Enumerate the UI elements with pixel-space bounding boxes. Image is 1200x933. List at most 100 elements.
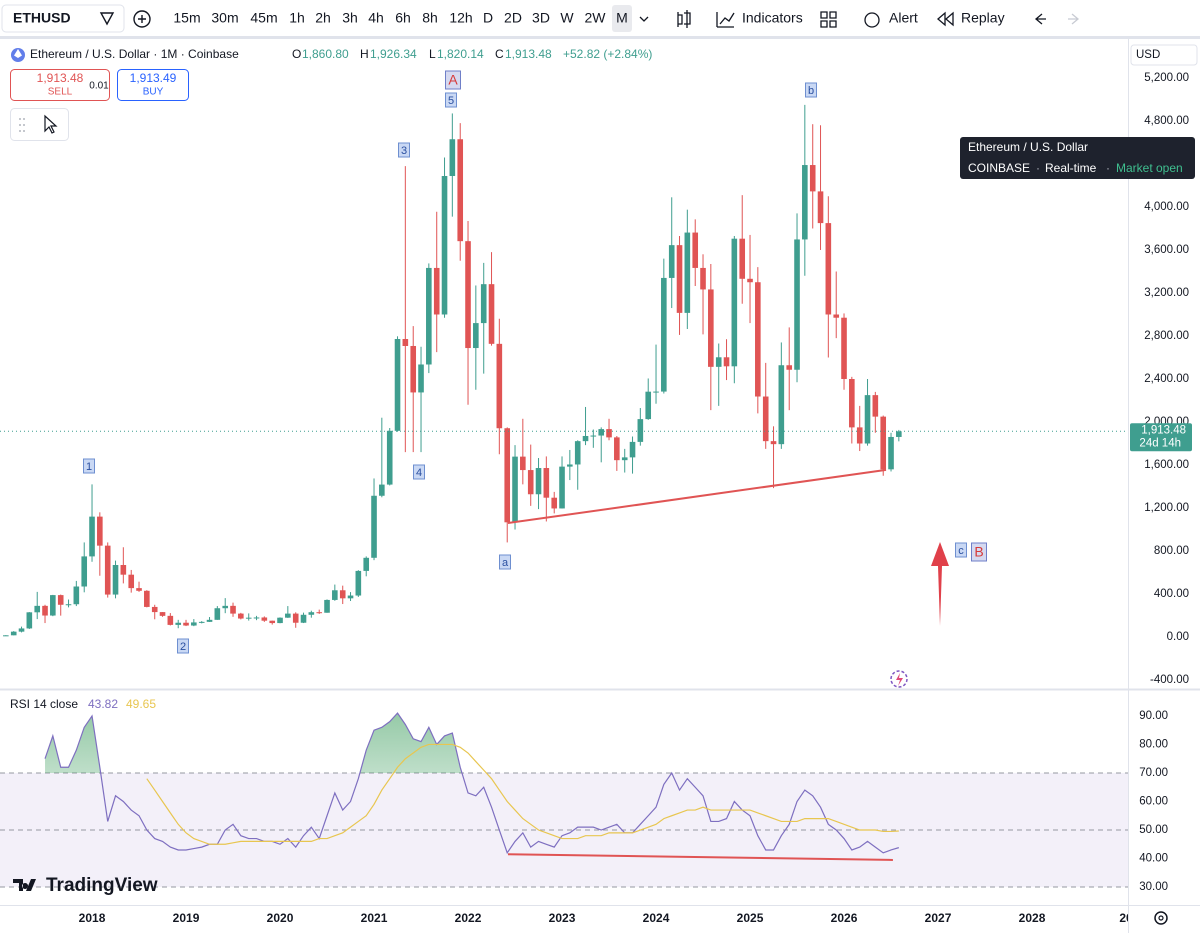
candle-body (614, 437, 620, 461)
legend-o-label: O (292, 47, 301, 61)
candle-body (629, 441, 636, 458)
candle-body (89, 516, 95, 557)
candle-body (856, 427, 863, 444)
drawing-toolbar (10, 108, 69, 141)
currency-box[interactable] (1130, 44, 1198, 66)
replay-icon[interactable] (937, 11, 954, 27)
time-tick-label: 2018 (79, 911, 106, 925)
candle-body (715, 357, 722, 367)
candle-body (794, 239, 800, 370)
interval-button[interactable]: 3h (342, 10, 358, 26)
candle-body (285, 613, 291, 618)
layouts-button[interactable] (820, 11, 837, 28)
interval-button[interactable]: 15m (173, 10, 200, 26)
rsi-line (44, 712, 900, 855)
candle-body (449, 139, 456, 177)
time-tick-label: 2023 (549, 911, 576, 925)
buy-label: BUY (143, 87, 164, 98)
interval-button[interactable]: 2D (504, 10, 522, 26)
wave-labels: 1 2 3 4 5 Aa b c B (83, 70, 987, 654)
price-tick-label: 800.00 (1154, 545, 1189, 557)
settings-button[interactable] (1154, 911, 1168, 925)
candle-body (645, 391, 652, 420)
symbol-icon[interactable] (99, 12, 115, 26)
buy-button[interactable] (117, 69, 189, 101)
candle-body (809, 165, 816, 192)
legend-h-label: H (360, 47, 369, 61)
candle-body (457, 139, 464, 242)
rsi-tick-label: 60.00 (1139, 796, 1168, 808)
rsi-title: RSI 14 close (10, 697, 78, 711)
candle-body (668, 245, 675, 278)
candle-body (175, 622, 182, 625)
candle-body (386, 430, 393, 485)
brand-logo (13, 879, 36, 891)
currency-label: USD (1136, 49, 1160, 61)
trendline (507, 853, 893, 861)
indicators-icon[interactable] (716, 12, 735, 28)
candle-body (590, 435, 597, 437)
candle-body (292, 613, 299, 623)
alert-icon[interactable] (864, 12, 880, 28)
rsi-tick-label: 50.00 (1139, 824, 1168, 836)
candle-body (606, 429, 612, 438)
assistant-button[interactable] (890, 670, 908, 688)
interval-menu[interactable] (639, 16, 649, 22)
interval-button[interactable]: 6h (395, 10, 411, 26)
interval-button[interactable]: 1h (289, 10, 305, 26)
candle-body (277, 617, 283, 624)
redo-button[interactable] (1068, 13, 1080, 25)
candle-body (316, 612, 323, 614)
wave-label: b (808, 85, 814, 97)
candle-body (731, 238, 738, 367)
candle-body (864, 395, 871, 444)
interval-button[interactable]: D (483, 10, 493, 26)
candle-body (81, 556, 88, 587)
time-tick-label: 2021 (361, 911, 388, 925)
interval-button[interactable]: 2h (315, 10, 331, 26)
candle-body (676, 245, 683, 313)
candle-body (214, 608, 221, 620)
interval-button[interactable]: 3D (532, 10, 550, 26)
indicators-button[interactable]: Indicators (742, 10, 803, 26)
wave-label-box (445, 70, 461, 90)
interval-button[interactable]: 2W (585, 10, 607, 26)
interval-button[interactable]: 8h (422, 10, 438, 26)
wave-label-box (445, 92, 457, 108)
sell-button[interactable] (10, 69, 110, 101)
chart-type-button[interactable] (677, 10, 691, 28)
interval-button[interactable]: W (560, 10, 574, 26)
candle-body (488, 284, 495, 344)
drag-handle[interactable] (19, 118, 25, 132)
symbol-logo-mark (14, 49, 22, 58)
wave-label: 5 (448, 95, 454, 107)
candle-body (136, 588, 142, 591)
candle-body (473, 323, 479, 349)
rsi-value: 49.65 (126, 697, 156, 711)
toolbar (0, 0, 1200, 37)
candle-body (50, 595, 56, 616)
interval-button[interactable]: 4h (368, 10, 384, 26)
symbol-search[interactable] (1, 4, 125, 33)
replay-button[interactable]: Replay (961, 10, 1005, 26)
candle-body (480, 284, 487, 324)
interval-button[interactable]: 12h (449, 10, 472, 26)
compare-button[interactable] (133, 10, 151, 28)
candle-body (332, 590, 338, 600)
cursor-tool[interactable] (44, 114, 58, 134)
candle-body (661, 277, 667, 392)
undo-button[interactable] (1034, 13, 1046, 25)
interval-button[interactable]: 30m (211, 10, 238, 26)
candle-body (567, 464, 573, 467)
interval-button[interactable]: 45m (250, 10, 277, 26)
candle-body (18, 628, 25, 632)
price-tick-label: -400.00 (1150, 674, 1189, 686)
candle-body (770, 441, 777, 445)
rsi-value: 43.82 (88, 697, 118, 711)
symbol-tooltip (960, 137, 1195, 179)
candle-body (778, 365, 785, 445)
alert-button[interactable]: Alert (889, 10, 918, 26)
interval-button[interactable]: M (616, 10, 628, 26)
candle-body (700, 267, 706, 290)
rsi-tick-label: 70.00 (1139, 767, 1168, 779)
